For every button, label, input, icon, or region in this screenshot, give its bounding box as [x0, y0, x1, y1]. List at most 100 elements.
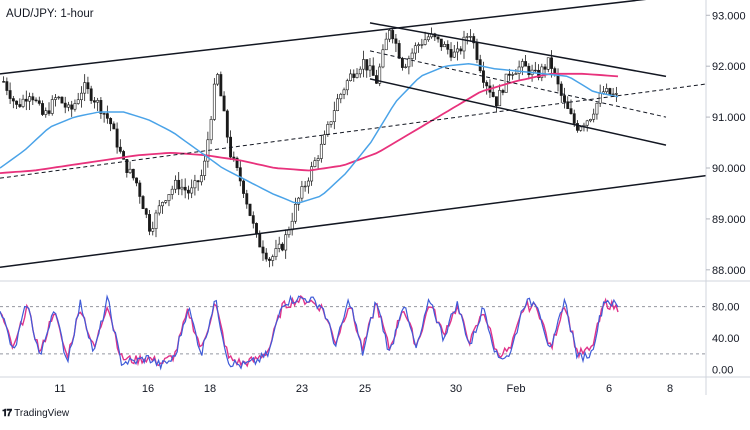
candle-body: [400, 57, 404, 68]
candle-body: [569, 108, 573, 114]
candle-body: [563, 95, 566, 103]
candle-body: [219, 74, 223, 97]
candle-body: [67, 104, 70, 108]
candle-body: [365, 59, 369, 71]
candle-body: [193, 180, 197, 189]
candle-body: [336, 98, 339, 111]
candle-body: [15, 100, 19, 105]
oscillator-series: [0, 294, 619, 371]
candle-body: [135, 177, 138, 184]
candle-body: [300, 186, 304, 199]
ma-pink-line: [0, 72, 619, 174]
candle-body: [349, 73, 352, 82]
candle-body: [358, 68, 362, 75]
candle-body: [443, 44, 446, 48]
candle-body: [420, 44, 424, 46]
candle-body: [543, 66, 547, 70]
time-tick-label: 11: [54, 383, 65, 395]
candle-body: [540, 66, 544, 78]
candle-body: [76, 99, 80, 104]
candle-body: [248, 203, 252, 216]
candle-body: [517, 66, 521, 74]
candle-body: [605, 88, 609, 93]
price-tick-label: 89.000: [712, 214, 746, 226]
candle-body: [31, 96, 35, 101]
candle-body: [368, 65, 372, 71]
candle-body: [371, 65, 375, 76]
candle-body: [553, 68, 557, 74]
candle-body: [611, 93, 615, 96]
channel-line: [369, 22, 667, 78]
candle-body: [264, 252, 268, 260]
time-tick-label: 16: [142, 383, 154, 395]
candle-body: [417, 44, 421, 47]
candle-body: [164, 200, 168, 203]
candle-body: [112, 123, 116, 130]
candle-body: [125, 159, 129, 173]
candle-body: [274, 248, 278, 257]
candle-body: [572, 113, 576, 124]
candle-body: [225, 110, 229, 138]
candle-body: [8, 90, 12, 99]
time-tick-label: 23: [296, 383, 308, 395]
candle-body: [394, 38, 398, 44]
candle-body: [614, 93, 618, 95]
candle-body: [24, 98, 28, 102]
candle-body: [222, 95, 226, 112]
candle-body: [436, 36, 440, 40]
candle-body: [566, 101, 570, 109]
candle-body: [242, 180, 245, 194]
candle-body: [37, 100, 41, 104]
candle-body: [261, 246, 265, 254]
candle-body: [352, 73, 356, 78]
candle-body: [293, 203, 297, 222]
candle-body: [456, 48, 459, 53]
channel-line: [0, 174, 707, 269]
watermark-text: TradingView: [14, 408, 70, 419]
candle-body: [410, 52, 414, 59]
candle-body: [550, 57, 553, 69]
candle-body: [203, 160, 207, 176]
candle-body: [329, 121, 333, 125]
candle-body: [546, 57, 550, 70]
candle-body: [255, 223, 258, 235]
candle-body: [115, 128, 119, 148]
candle-body: [186, 189, 190, 194]
candle-body: [491, 91, 495, 97]
candle-body: [297, 197, 301, 205]
candle-body: [585, 120, 589, 126]
candle-body: [138, 182, 142, 197]
candle-body: [316, 158, 320, 162]
candle-body: [339, 93, 343, 100]
candle-body: [144, 208, 148, 215]
candle-body: [118, 146, 122, 152]
oscillator-tick-label: 40.00: [712, 333, 740, 345]
candle-body: [131, 168, 135, 179]
time-tick-label: Feb: [507, 383, 526, 395]
candle-body: [209, 119, 213, 141]
candle-body: [34, 99, 38, 102]
candle-body: [268, 258, 271, 261]
candle-body: [413, 45, 417, 54]
candle-body: [170, 188, 174, 195]
candle-body: [465, 36, 469, 38]
price-series: [0, 0, 707, 269]
candle-body: [83, 82, 87, 94]
candle-body: [199, 175, 203, 183]
candle-body: [524, 61, 528, 67]
candle-body: [251, 215, 255, 224]
candle-body: [332, 110, 336, 123]
candle-body: [439, 38, 443, 48]
candle-body: [2, 81, 6, 83]
candle-body: [238, 167, 242, 182]
candle-body: [449, 49, 453, 58]
candle-body: [57, 96, 61, 99]
candle-body: [501, 90, 505, 93]
candle-body: [122, 151, 126, 160]
candle-body: [50, 99, 54, 114]
ma-blue-line: [0, 62, 619, 204]
candle-body: [245, 193, 249, 205]
candle-body: [514, 73, 518, 75]
candle-body: [89, 88, 93, 101]
candle-body: [397, 43, 401, 59]
